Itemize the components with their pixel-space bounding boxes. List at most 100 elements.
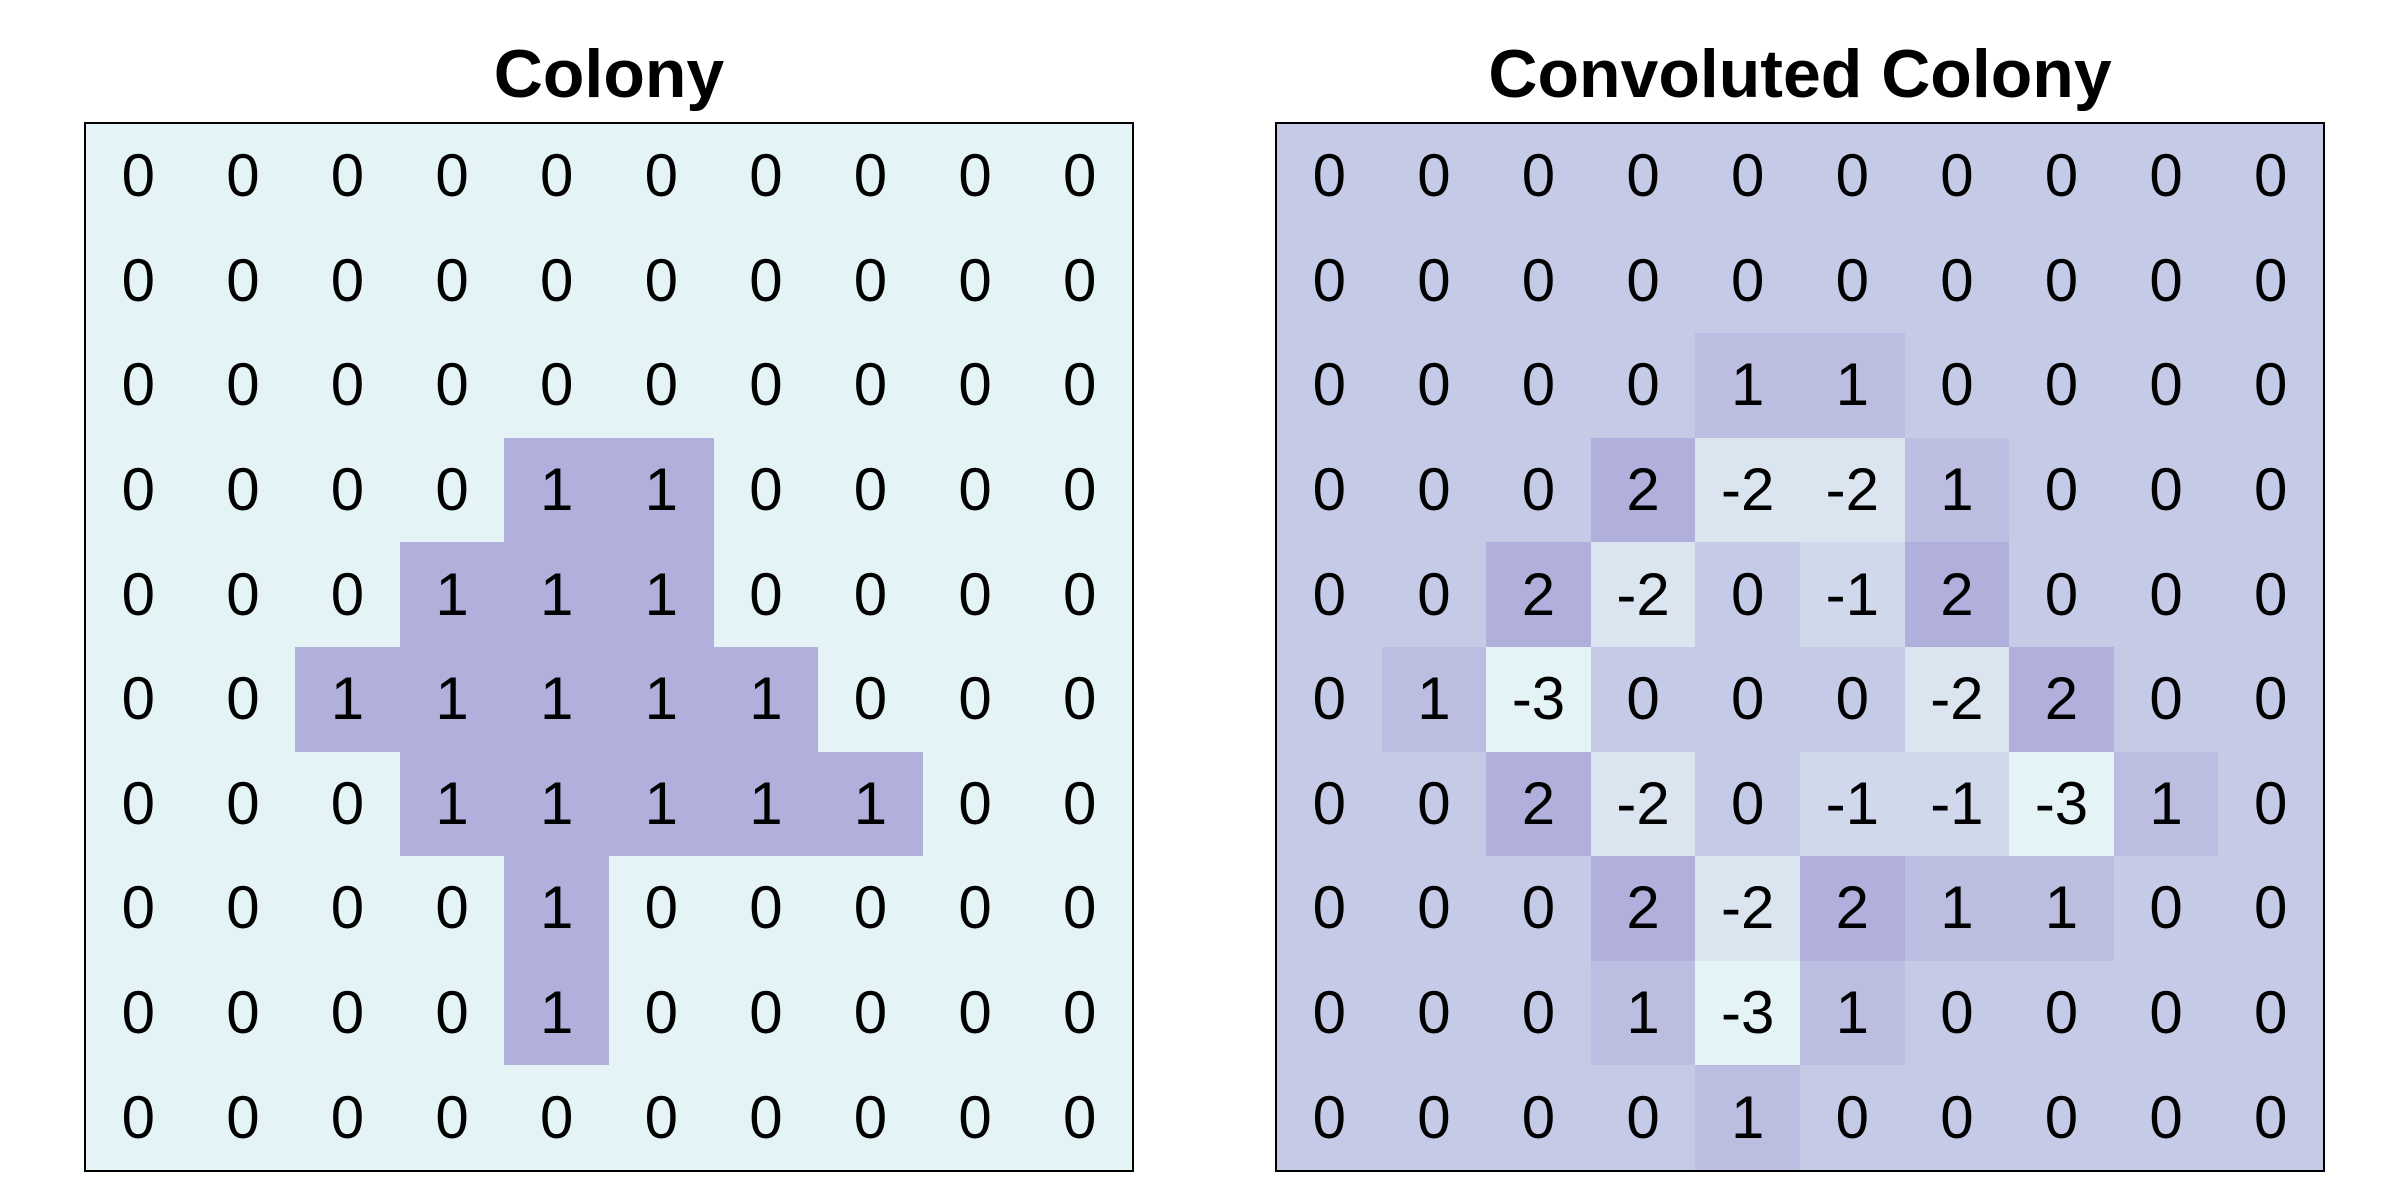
grid-cell: 0 [2113,646,2219,752]
grid-cell: 0 [713,228,819,334]
grid-cell: 0 [2113,1065,2219,1170]
grid-cell: 0 [1799,124,1905,229]
grid-cell: 1 [399,542,505,647]
grid-cell: 0 [1695,751,1800,857]
grid-cell: 0 [1590,1065,1696,1170]
grid-cell: 0 [399,1065,505,1170]
grid-cell: 2 [1486,751,1591,857]
grid-cell: 0 [2218,960,2323,1066]
grid-cell: 0 [1486,124,1591,229]
grid-cell: 0 [86,751,191,857]
grid-cell: 0 [1486,437,1591,543]
grid-cell: 0 [399,960,505,1066]
grid-cell: 0 [818,542,923,647]
grid-cell: 0 [2218,228,2323,334]
grid-cell: 1 [2009,856,2114,961]
grid-cell: 0 [1277,333,1382,438]
grid-cell: 0 [1381,124,1487,229]
grid-cell: 0 [1486,1065,1591,1170]
grid-cell: 0 [713,960,819,1066]
grid-cell: 0 [1695,646,1800,752]
grid-cell: -1 [1799,751,1905,857]
grid-cell: 0 [86,228,191,334]
grid-cell: 0 [2009,960,2114,1066]
grid-cell: 0 [1695,542,1800,647]
grid-cell: 0 [190,856,296,961]
grid-cell: 0 [399,228,505,334]
grid-cell: 0 [190,124,296,229]
grid-cell: 0 [1277,228,1382,334]
grid-cell: 1 [504,437,609,543]
grid-cell: 0 [190,751,296,857]
grid-cell: 0 [399,124,505,229]
grid-cell: 0 [1381,542,1487,647]
grid-cell: 1 [399,751,505,857]
grid-cell: 2 [1486,542,1591,647]
grid-cell: -1 [1904,751,2010,857]
grid-cell: -2 [1695,856,1800,961]
grid-cell: 0 [1277,437,1382,543]
grid-cell: 1 [2113,751,2219,857]
grid-cell: 0 [2009,1065,2114,1170]
grid-cell: 0 [504,333,609,438]
grid-cell: 0 [608,228,714,334]
grid-cell: 1 [1695,333,1800,438]
grid-cell: 1 [1799,960,1905,1066]
grid-cell: 0 [608,856,714,961]
grid-cell: 2 [2009,646,2114,752]
grid-cell: 0 [2009,437,2114,543]
grid-cell: 0 [2218,124,2323,229]
grid-cell: -2 [1590,542,1696,647]
grid-cell: 1 [1904,437,2010,543]
convoluted-colony-title: Convoluted Colony [1488,36,2112,112]
grid-cell: 0 [1277,751,1382,857]
grid-cell: 0 [713,333,819,438]
grid-cell: 0 [295,437,400,543]
grid-cell: 0 [86,1065,191,1170]
grid-cell: 2 [1590,856,1696,961]
grid-cell: 0 [295,1065,400,1170]
grid-cell: 0 [295,228,400,334]
grid-cell: 0 [922,856,1028,961]
grid-cell: 0 [2218,646,2323,752]
grid-cell: 0 [2218,333,2323,438]
grid-cell: 0 [2113,228,2219,334]
grid-cell: 0 [1277,1065,1382,1170]
grid-cell: 0 [1590,646,1696,752]
grid-cell: 0 [190,960,296,1066]
grid-cell: 0 [818,1065,923,1170]
grid-cell: 0 [295,751,400,857]
grid-cell: 0 [1381,751,1487,857]
grid-cell: 0 [818,960,923,1066]
grid-cell: 0 [1799,228,1905,334]
grid-cell: 1 [818,751,923,857]
grid-cell: 2 [1904,542,2010,647]
grid-cell: 0 [608,124,714,229]
grid-cell: 0 [1027,856,1132,961]
grid-cell: 0 [1277,646,1382,752]
grid-cell: 0 [1381,856,1487,961]
grid-cell: 0 [1027,960,1132,1066]
grid-cell: 0 [818,124,923,229]
grid-cell: 0 [86,960,191,1066]
grid-cell: 0 [608,333,714,438]
grid-cell: 0 [1381,333,1487,438]
grid-cell: 0 [818,333,923,438]
grid-cell: 0 [1486,333,1591,438]
grid-cell: 0 [818,646,923,752]
grid-cell: 0 [295,960,400,1066]
grid-cell: 0 [1590,333,1696,438]
grid-cell: 0 [86,856,191,961]
grid-cell: 0 [2218,1065,2323,1170]
grid-cell: 0 [713,1065,819,1170]
grid-cell: -3 [1486,646,1591,752]
grid-cell: 0 [1799,646,1905,752]
grid-cell: 2 [1590,437,1696,543]
grid-cell: 1 [1799,333,1905,438]
grid-cell: 0 [2113,437,2219,543]
grid-cell: 0 [295,124,400,229]
grid-cell: 0 [1027,751,1132,857]
grid-cell: 0 [1799,1065,1905,1170]
